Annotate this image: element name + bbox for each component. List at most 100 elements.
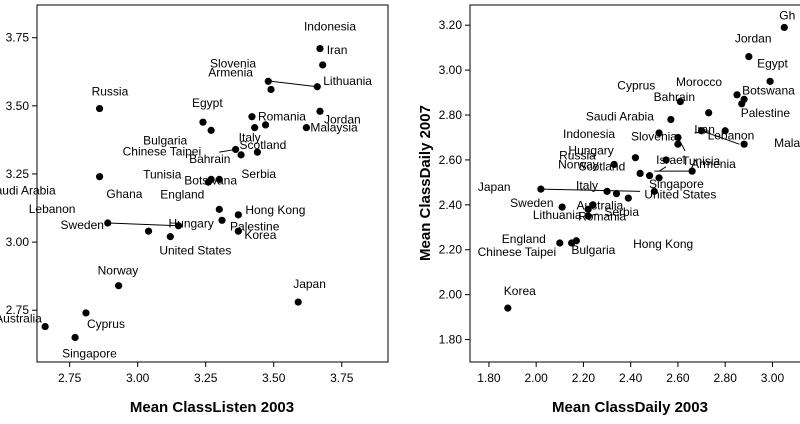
- right-label-hong-kong: Hong Kong: [633, 237, 693, 251]
- right-x-tick-label: 2.00: [524, 371, 548, 385]
- left-label-malaysia: Malaysia: [310, 121, 358, 135]
- right-y-tick-label: 2.40: [439, 198, 463, 212]
- right-y-tick-label: 3.20: [439, 18, 463, 32]
- left-y-tick-label: 3.00: [6, 235, 30, 249]
- left-label-tunisia: Tunisia: [143, 167, 182, 181]
- right-point-iran: [721, 127, 729, 135]
- right-label-saudi-arabia: Saudi Arabia: [586, 110, 654, 124]
- left-label-iran: Iran: [327, 43, 348, 57]
- right-scatter-panel: 1.802.002.202.402.602.803.003 1.802.002.…: [417, 4, 800, 416]
- right-label-sweden: Sweden: [510, 196, 553, 210]
- right-label-romania: Romania: [578, 209, 626, 223]
- right-point-italy: [603, 187, 611, 195]
- right-y-tick-label: 1.80: [439, 333, 463, 347]
- right-point-england: [556, 239, 564, 247]
- right-label-england: England: [502, 232, 546, 246]
- right-point-singapore: [655, 174, 663, 182]
- left-label-chinese-taipei: Chinese Taipei: [123, 144, 201, 158]
- right-label-egypt: Egypt: [757, 56, 788, 70]
- left-label-palestine: Palestine: [230, 219, 280, 233]
- right-label-palestine: Palestine: [741, 106, 791, 120]
- right-point-japan: [537, 185, 545, 193]
- right-label-japan: Japan: [478, 180, 511, 194]
- right-label-indonesia: Indonesia: [563, 127, 615, 141]
- right-label-lithuania: Lithuania: [533, 208, 582, 222]
- right-label-botswana: Botswana: [742, 83, 795, 97]
- left-point-ghana: [204, 178, 213, 186]
- right-label-lebanon: Lebanon: [708, 129, 755, 143]
- left-point-united-states: [166, 233, 174, 241]
- right-y-tick-label: 2.60: [439, 153, 463, 167]
- left-point-singapore: [71, 333, 79, 342]
- left-label-saudi-arabia: Saudi Arabia: [0, 184, 56, 198]
- right-leader-israel: [658, 166, 667, 172]
- right-y-tick-label: 2.20: [439, 243, 463, 257]
- left-point-bahrain: [237, 151, 245, 159]
- left-point-korea: [234, 227, 242, 235]
- right-point-lebanon: [697, 127, 706, 135]
- right-label-gh: Gh: [779, 8, 795, 22]
- right-label-mala: Mala: [774, 136, 800, 150]
- left-label-italy: Italy: [239, 131, 261, 145]
- right-label-norway: Norway: [558, 157, 599, 171]
- left-leader-armenia: [270, 80, 318, 88]
- right-label-hungary: Hungary: [568, 144, 613, 158]
- right-data-points: [504, 23, 788, 312]
- left-point-japan: [294, 298, 302, 306]
- left-point-armenia: [264, 77, 272, 85]
- left-point-botswana: [215, 175, 223, 184]
- left-data-points: [41, 45, 327, 342]
- right-x-tick-label: 1.80: [477, 371, 501, 385]
- right-label-bulgaria: Bulgaria: [571, 243, 615, 257]
- left-point-lithuania: [313, 83, 321, 91]
- left-x-tick-label: 2.75: [58, 371, 82, 385]
- left-leader-lebanon: [107, 222, 179, 227]
- left-label-lithuania: Lithuania: [323, 74, 372, 88]
- left-label-romania: Romania: [258, 110, 306, 124]
- right-point-israel: [662, 156, 670, 164]
- right-label-morocco: Morocco: [676, 75, 722, 89]
- left-point-hong-kong: [234, 211, 242, 219]
- right-point-serbia: [624, 194, 632, 202]
- left-point-sweden: [144, 227, 153, 235]
- left-y-ticks: 2.75 3.00 3.25 3.50 3.75: [6, 31, 37, 317]
- right-label-armenia: Armenia: [691, 157, 736, 171]
- left-point-palestine: [218, 216, 226, 224]
- left-point-italy: [251, 124, 259, 132]
- right-x-ticks: 1.802.002.202.402.602.803.003: [477, 362, 784, 385]
- left-label-cyprus: Cyprus: [87, 317, 125, 331]
- left-point-russia: [95, 104, 104, 113]
- right-point-cyprus: [676, 97, 684, 106]
- left-label-korea: Korea: [244, 228, 276, 242]
- right-point-saudi-arabia: [667, 115, 675, 124]
- left-y-tick-label: 2.75: [6, 303, 30, 317]
- right-point-mala: [740, 140, 748, 148]
- left-label-indonesia: Indonesia: [304, 20, 356, 34]
- left-x-tick-label: 3.00: [126, 371, 150, 385]
- right-point-bahrain: [705, 109, 713, 117]
- right-label-serbia: Serbia: [604, 205, 639, 219]
- left-scatter-panel: 2.75 3.00 3.25 3.50 3.75 2.75 3.00 3.25 3.50 3.7…: [0, 4, 389, 416]
- right-point-armenia: [688, 167, 696, 175]
- right-point-united-states: [650, 187, 658, 195]
- right-point-korea: [504, 304, 512, 312]
- left-label-united-states: United States: [159, 244, 231, 258]
- right-label-slovenia: Slovenia: [631, 129, 677, 143]
- left-point-chinese-taipei: [232, 145, 240, 154]
- left-label-japan: Japan: [293, 277, 326, 291]
- left-point-malaysia: [302, 124, 310, 132]
- right-point-russia: [610, 160, 618, 169]
- left-point-saudi-arabia: [95, 173, 104, 181]
- left-point-england: [215, 205, 223, 213]
- left-label-singapore: Singapore: [62, 346, 117, 360]
- left-x-tick-label: 3.50: [262, 371, 286, 385]
- left-label-botswana: Botswana: [184, 173, 237, 187]
- right-y-tick-label: 3.00: [439, 63, 463, 77]
- left-label-norway: Norway: [98, 264, 139, 278]
- left-y-tick-label: 3.25: [6, 167, 30, 181]
- right-leader-lebanon: [701, 130, 740, 145]
- right-label-scotland: Scotland: [579, 160, 626, 174]
- right-label-israel: Israel: [656, 153, 685, 167]
- right-label-singapore: Singapore: [649, 177, 704, 191]
